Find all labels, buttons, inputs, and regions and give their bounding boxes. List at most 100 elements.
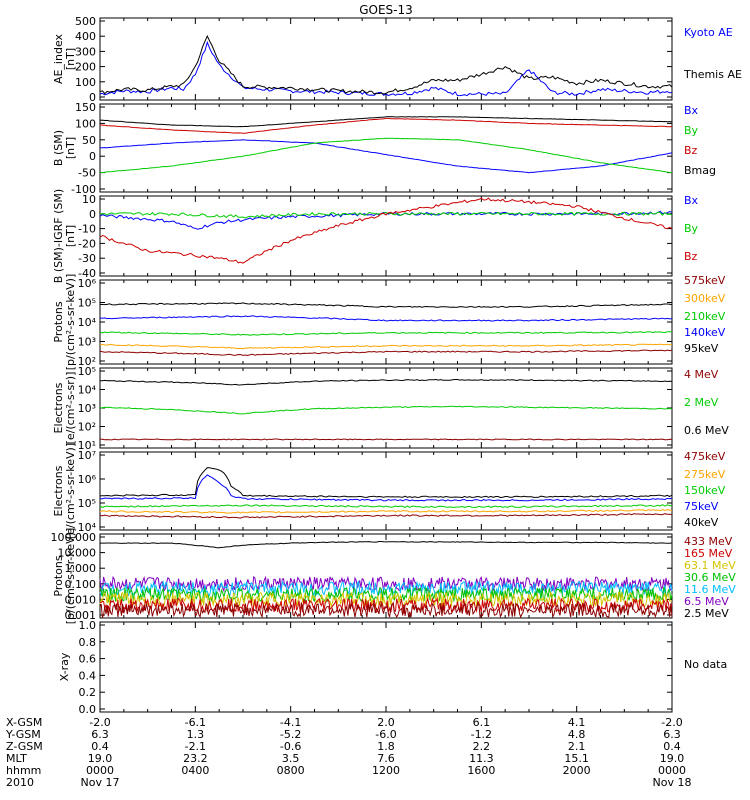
- footer-row-label: 2010: [6, 776, 34, 789]
- footer-value: 4.1: [568, 716, 586, 729]
- panel-frame: [99, 195, 673, 277]
- footer-value: -2.1: [185, 740, 206, 753]
- y-tick-label: -10: [78, 223, 96, 236]
- footer-value: 1.3: [187, 728, 205, 741]
- legend-entry: 75keV: [684, 500, 719, 513]
- y-tick-label: 0: [89, 208, 96, 221]
- y-axis-label: [e/(cm²-s-sr-keV)]: [64, 443, 77, 539]
- panel-bsm: 150 100 50 0 -50 -100 B (SM) [nT] Bx By Bz Bmag: [52, 101, 716, 196]
- ephemeris-footer: X-GSM -2.0 -6.1 -4.1 2.0 6.1 4.1 -2.0 Y-GSM 6.3 1.…: [5, 716, 691, 789]
- y-tick-label: 0.2: [79, 686, 97, 699]
- y-axis-label: X-ray: [58, 652, 71, 681]
- y-tick-label: 10⁶: [78, 473, 97, 486]
- series-line-2-mev: [100, 405, 673, 415]
- legend-entry: Bx: [684, 194, 699, 207]
- panel-protons_mev: 100.000 10.000 1.000 0.100 0.010 0.001Protons…: [51, 528, 737, 625]
- y-axis-label: Protons: [52, 555, 65, 596]
- y-tick-label: 0.0: [79, 703, 97, 716]
- y-tick-label: 1.0: [79, 619, 97, 632]
- y-tick-label: 0.001: [65, 609, 97, 622]
- plot-title: GOES-13: [359, 3, 413, 17]
- series-line-bz: [99, 197, 673, 264]
- legend-entry: 0.6 MeV: [684, 424, 729, 437]
- y-axis-label: [p/(cm²-s-sr-keV)]: [64, 274, 77, 371]
- y-axis-label: Electrons: [52, 382, 65, 433]
- series-line-bz: [99, 117, 673, 134]
- y-tick-label: 0.010: [65, 593, 97, 606]
- legend-entry: Bx: [684, 104, 699, 117]
- footer-value: Nov 18: [653, 776, 692, 789]
- legend-entry: 6.5 MeV: [684, 595, 729, 608]
- legend-entry: 95keV: [684, 342, 719, 355]
- footer-value: 0.4: [663, 740, 681, 753]
- y-axis-label: AE_index: [52, 33, 65, 84]
- y-tick-label: 10²: [78, 421, 96, 434]
- legend-entry: 210keV: [684, 310, 726, 323]
- panel-frame: [99, 17, 673, 101]
- legend-entry: 275keV: [684, 468, 726, 481]
- y-tick-label: 10: [82, 193, 96, 206]
- footer-value: 2.2: [473, 740, 491, 753]
- series-line-300kev: [99, 343, 673, 350]
- panel-frame: [99, 451, 673, 531]
- y-tick-label: 10⁴: [78, 384, 97, 397]
- y-axis-label: B (SM): [52, 130, 65, 166]
- series-line-75kev: [99, 474, 673, 502]
- series-line-95kev: [99, 302, 673, 308]
- footer-value: 19.0: [660, 752, 685, 765]
- y-tick-label: 10³: [78, 336, 96, 349]
- footer-value: -2.0: [661, 716, 682, 729]
- y-tick-label: 150: [75, 101, 96, 114]
- series-line-2.5-mev: [100, 541, 673, 549]
- y-tick-label: 500: [75, 15, 96, 28]
- footer-value: 6.3: [91, 728, 109, 741]
- y-tick-label: 10⁴: [78, 521, 97, 534]
- legend-entry: 2.5 MeV: [684, 607, 729, 620]
- footer-value: 2000: [563, 764, 591, 777]
- legend-entry: 40keV: [684, 516, 719, 529]
- y-tick-label: 10⁵: [78, 497, 96, 510]
- footer-value: 15.1: [564, 752, 589, 765]
- y-tick-label: 0.6: [79, 653, 97, 666]
- series-line-140kev: [99, 315, 673, 322]
- legend-entry: By: [684, 124, 699, 137]
- y-axis-label: Protons: [52, 301, 65, 342]
- footer-value: 19.0: [88, 752, 113, 765]
- legend-entry: 165 MeV: [684, 547, 733, 560]
- series-line-165-mev: [99, 596, 673, 615]
- footer-value: 0.4: [91, 740, 109, 753]
- y-tick-label: 100: [75, 76, 96, 89]
- series-line-bmag: [99, 116, 673, 128]
- y-tick-label: 10⁶: [78, 277, 97, 290]
- footer-value: -6.1: [185, 716, 206, 729]
- series-line-4-mev: [99, 438, 673, 441]
- y-axis-label: [nT]: [64, 48, 77, 70]
- footer-value: 1.8: [377, 740, 395, 753]
- footer-value: 1600: [467, 764, 495, 777]
- y-tick-label: 10⁷: [78, 449, 96, 462]
- y-tick-label: 400: [75, 30, 96, 43]
- footer-value: 0400: [181, 764, 209, 777]
- legend-entry: By: [684, 222, 699, 235]
- series-line-themis-ae: [99, 34, 673, 95]
- footer-value: 0000: [86, 764, 114, 777]
- footer-value: Nov 17: [81, 776, 120, 789]
- y-tick-label: 0.100: [65, 578, 97, 591]
- legend-entry: Bz: [684, 144, 698, 157]
- legend-entry: 140keV: [684, 326, 726, 339]
- y-tick-label: 10²: [78, 355, 96, 368]
- y-axis-label: B (SM)-IGRF (SM): [52, 189, 65, 283]
- y-tick-label: 100: [75, 117, 96, 130]
- series-line-6.5-mev: [99, 575, 673, 593]
- series-line-by: [99, 137, 673, 174]
- y-tick-label: -100: [71, 183, 96, 196]
- y-axis-label: [e/(cm²-s-sr)]: [64, 372, 77, 445]
- footer-value: 11.3: [469, 752, 494, 765]
- footer-value: -6.0: [375, 728, 396, 741]
- y-axis-label: [p/(cm²-s-sr-keV)]: [64, 528, 77, 625]
- series-line-275kev: [99, 509, 673, 514]
- footer-value: -1.2: [471, 728, 492, 741]
- panel-frame: [99, 621, 673, 713]
